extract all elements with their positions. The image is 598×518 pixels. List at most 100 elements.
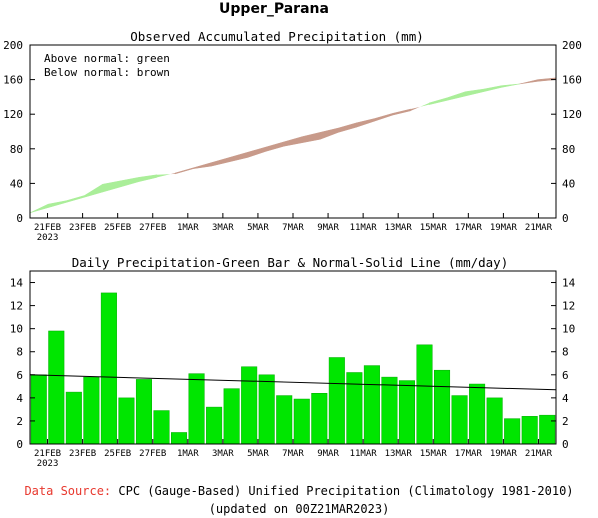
accum-difference-segment — [465, 88, 484, 97]
daily-bar — [65, 391, 82, 445]
data-source-text: CPC (Gauge-Based) Unified Precipitation … — [111, 484, 573, 498]
daily-x-tick-label: 27FEB — [139, 449, 166, 459]
accum-difference-segment — [356, 118, 375, 128]
accum-difference-segment — [283, 136, 303, 147]
daily-bar — [153, 410, 170, 445]
accum-difference-segment — [47, 200, 67, 208]
daily-bar — [83, 376, 100, 445]
daily-bar — [48, 330, 65, 445]
daily-bar — [539, 414, 556, 445]
accum-difference-segment — [84, 183, 103, 198]
accum-difference-segment — [419, 102, 430, 107]
accum-y-tick-label-right: 40 — [562, 177, 575, 190]
accum-difference-segment — [446, 91, 466, 101]
daily-bar — [171, 432, 188, 445]
daily-bar — [398, 380, 415, 445]
accum-x-tick-label: 23FEB — [69, 223, 96, 233]
daily-y-tick-label-right: 10 — [562, 323, 575, 336]
daily-y-tick-label-right: 0 — [562, 438, 569, 451]
daily-y-tick-label-left: 2 — [16, 415, 23, 428]
daily-y-tick-label-left: 8 — [16, 346, 23, 359]
accum-difference-segment — [211, 157, 230, 167]
daily-bar — [118, 397, 135, 445]
accum-y-tick-label-right: 200 — [562, 39, 582, 52]
accum-x-tick-label: 11MAR — [350, 223, 378, 233]
accum-x-tick-label: 15MAR — [420, 223, 448, 233]
accum-difference-segment — [29, 203, 49, 214]
accum-y-tick-label-right: 120 — [562, 108, 582, 121]
accum-x-tick-label: 13MAR — [385, 223, 413, 233]
daily-y-tick-label-right: 14 — [562, 277, 576, 290]
daily-bar — [451, 395, 468, 445]
accum-difference-segment — [229, 151, 248, 163]
daily-x-tick-label: 5MAR — [247, 449, 269, 459]
accum-difference-segment — [174, 167, 194, 175]
accum-y-tick-label-left: 80 — [10, 143, 23, 156]
accum-x-year-label: 2023 — [37, 233, 59, 243]
accum-y-tick-label-right: 160 — [562, 74, 582, 87]
daily-bar — [135, 379, 152, 445]
daily-x-tick-label: 17MAR — [455, 449, 483, 459]
daily-y-tick-label-left: 4 — [16, 392, 23, 405]
daily-y-tick-label-left: 12 — [10, 300, 23, 313]
daily-bar — [241, 366, 258, 445]
accum-difference-segment — [428, 97, 448, 106]
accum-difference-segment — [247, 146, 267, 158]
accum-y-tick-label-right: 0 — [562, 212, 569, 225]
accum-x-tick-label: 7MAR — [282, 223, 304, 233]
daily-bar — [504, 418, 521, 445]
daily-bar — [30, 374, 47, 445]
accum-difference-segment — [338, 122, 357, 133]
daily-y-tick-label-left: 14 — [10, 277, 24, 290]
daily-x-tick-label: 1MAR — [177, 449, 199, 459]
accum-y-tick-label-left: 120 — [3, 108, 23, 121]
daily-y-tick-label-right: 12 — [562, 300, 575, 313]
daily-y-tick-label-left: 0 — [16, 438, 23, 451]
daily-x-tick-label: 3MAR — [212, 449, 234, 459]
daily-x-tick-label: 11MAR — [350, 449, 378, 459]
daily-bar — [486, 397, 503, 445]
accum-y-tick-label-left: 40 — [10, 177, 23, 190]
accum-y-tick-label-right: 80 — [562, 143, 575, 156]
daily-y-tick-label-right: 8 — [562, 346, 569, 359]
daily-x-tick-label: 13MAR — [385, 449, 413, 459]
daily-y-tick-label-left: 6 — [16, 369, 23, 382]
daily-x-tick-label: 25FEB — [104, 449, 131, 459]
daily-bar — [311, 393, 328, 445]
daily-bar — [469, 383, 486, 445]
accum-chart-title: Observed Accumulated Precipitation (mm) — [130, 29, 424, 44]
page-title: Upper_Parana — [219, 1, 329, 17]
daily-bar — [258, 374, 275, 445]
accum-x-tick-label: 27FEB — [139, 223, 166, 233]
accum-difference-segment — [319, 127, 339, 140]
accum-difference-segment — [392, 108, 412, 116]
legend-above: Above normal: green — [44, 52, 170, 65]
daily-y-tick-label-right: 2 — [562, 415, 569, 428]
daily-y-tick-label-left: 10 — [10, 323, 23, 336]
accum-x-tick-label: 21MAR — [525, 223, 553, 233]
daily-bar — [223, 388, 240, 445]
daily-bar — [521, 416, 538, 445]
accum-difference-segment — [374, 113, 394, 122]
daily-bar — [346, 372, 363, 445]
daily-bar — [188, 373, 205, 445]
daily-x-tick-label: 23FEB — [69, 449, 96, 459]
accum-difference-segment — [410, 106, 420, 111]
daily-bar — [293, 398, 310, 445]
accum-difference-segment — [519, 79, 539, 85]
accum-difference-segment — [301, 132, 321, 144]
accum-difference-segment — [501, 83, 520, 88]
accum-difference-segment — [170, 173, 176, 175]
accum-x-tick-label: 5MAR — [247, 223, 269, 233]
accum-x-tick-label: 25FEB — [104, 223, 131, 233]
accum-x-tick-label: 1MAR — [177, 223, 199, 233]
daily-x-year-label: 2023 — [37, 459, 59, 469]
accum-difference-segment — [483, 85, 502, 93]
daily-bar — [276, 395, 293, 445]
daily-x-tick-label: 21FEB — [34, 449, 61, 459]
accum-difference-segment — [138, 174, 158, 182]
daily-bar — [434, 369, 451, 445]
accum-difference-segment — [192, 162, 212, 169]
